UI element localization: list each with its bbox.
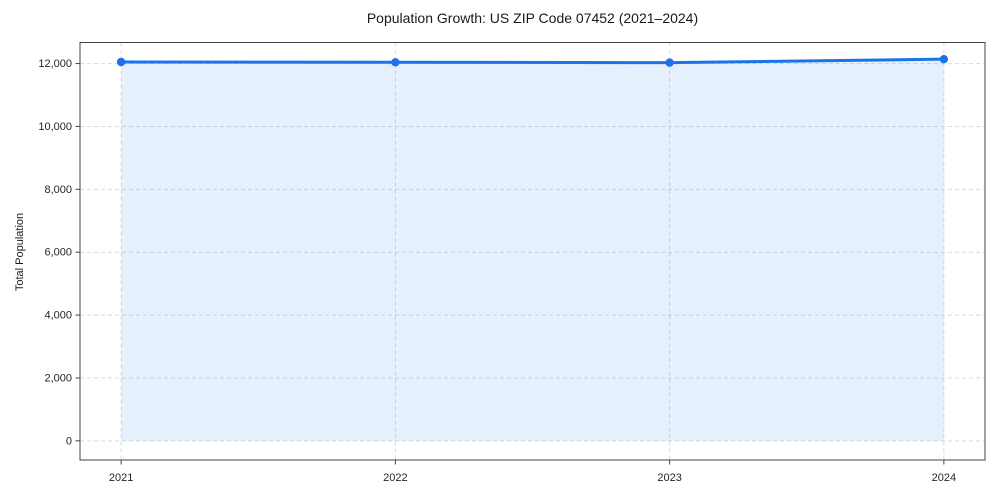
data-point-marker: [116, 57, 126, 67]
x-tick-label: 2021: [109, 472, 133, 484]
plot-border: [79, 42, 986, 461]
x-tick-label: 2023: [657, 472, 681, 484]
data-point-marker: [939, 54, 949, 64]
x-tick-label: 2024: [932, 472, 956, 484]
area-fill: [121, 59, 944, 441]
x-tick-labels: 2021 2022 2023 2024: [109, 472, 956, 484]
y-tick-label: 8,000: [44, 184, 72, 196]
y-tick-label: 2,000: [44, 372, 72, 384]
y-tick-label: 10,000: [38, 121, 72, 133]
line-series: [119, 57, 946, 65]
y-tick-labels: 0 2,000 4,000 6,000 8,000 10,000 12,000: [38, 58, 72, 447]
data-point-marker: [665, 58, 674, 67]
y-tick-label: 6,000: [44, 247, 72, 259]
y-tick-label: 4,000: [44, 310, 72, 322]
x-tick-label: 2022: [383, 472, 407, 484]
data-points: [116, 54, 949, 67]
chart-title: Population Growth: US ZIP Code 07452 (20…: [366, 10, 699, 26]
y-tick-label: 0: [66, 435, 72, 447]
tick-marks: [75, 63, 945, 465]
data-point-marker: [391, 58, 400, 67]
y-tick-label: 12,000: [38, 58, 72, 70]
